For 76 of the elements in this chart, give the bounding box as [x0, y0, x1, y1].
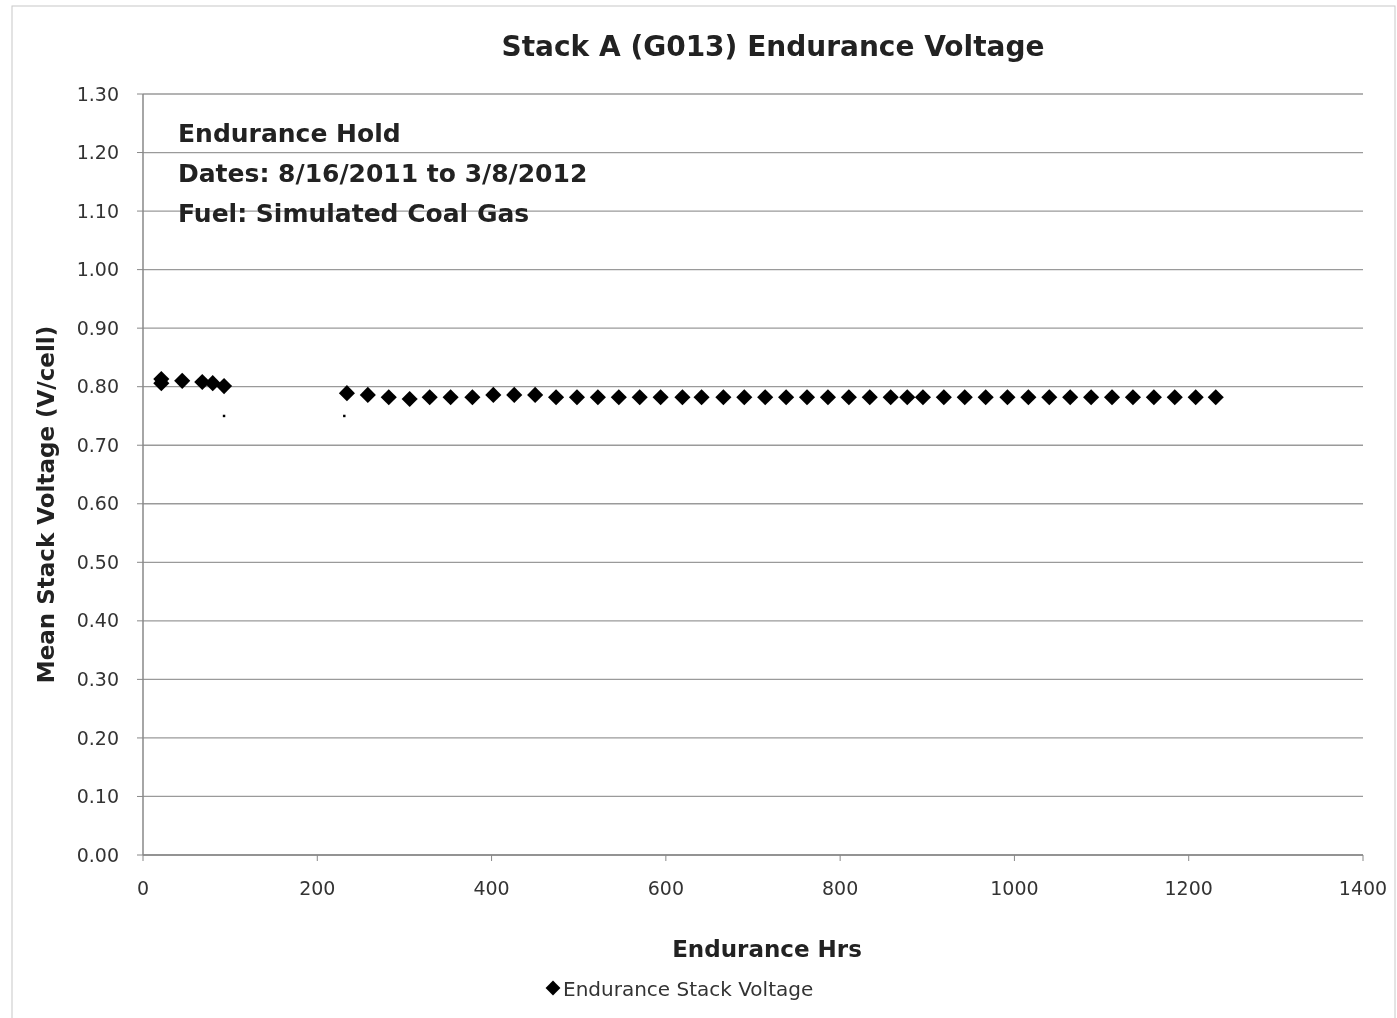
- point: [1062, 389, 1079, 406]
- y-axis-title: Mean Stack Voltage (V/cell): [33, 325, 59, 684]
- chart-title: Stack A (G013) Endurance Voltage: [501, 30, 1045, 63]
- point: [338, 385, 355, 402]
- x-tick-label: 0: [136, 877, 150, 899]
- point: [1103, 389, 1121, 406]
- point: [736, 389, 753, 406]
- point: [442, 389, 459, 406]
- x-tick-label: 200: [299, 877, 336, 899]
- point: [421, 389, 438, 406]
- point: [1020, 389, 1037, 406]
- y-tick-label: 0.00: [76, 843, 119, 866]
- legend-label: Endurance Stack Voltage: [563, 977, 814, 1001]
- point: [343, 414, 346, 418]
- point: [757, 389, 774, 406]
- point: [1041, 389, 1058, 406]
- x-tick-label: 1000: [990, 877, 1039, 899]
- point: [861, 389, 878, 406]
- point: [819, 389, 837, 406]
- x-tick-label: 1400: [1338, 877, 1388, 899]
- point: [882, 389, 899, 406]
- point: [693, 389, 710, 406]
- point: [589, 389, 606, 406]
- point: [568, 389, 586, 406]
- point: [1166, 389, 1183, 406]
- point: [798, 389, 816, 406]
- point: [999, 389, 1016, 406]
- y-tick-label: 0.50: [76, 550, 119, 573]
- point: [1124, 389, 1142, 406]
- point: [674, 389, 691, 406]
- point: [359, 386, 376, 403]
- y-tick-label: 1.30: [76, 82, 119, 105]
- x-tick-label: 400: [473, 877, 510, 899]
- y-tick-label: 1.00: [76, 258, 119, 281]
- x-tick-label: 1200: [1164, 877, 1213, 899]
- point: [778, 389, 795, 406]
- point: [485, 386, 502, 403]
- y-tick-label: 0.30: [76, 668, 119, 691]
- x-tick-label: 800: [822, 877, 859, 899]
- point: [1207, 389, 1224, 406]
- point: [715, 389, 732, 406]
- point: [914, 389, 931, 406]
- point: [506, 386, 523, 403]
- y-tick-label: 0.10: [76, 785, 119, 808]
- y-tick-label: 0.60: [76, 492, 119, 515]
- annotation: Fuel: Simulated Coal Gas: [178, 199, 530, 228]
- point: [215, 378, 233, 395]
- point: [956, 389, 973, 406]
- point: [380, 389, 397, 406]
- y-tick-label: 0.20: [76, 726, 119, 749]
- point: [977, 389, 994, 406]
- point: [652, 389, 669, 406]
- point: [840, 389, 857, 406]
- y-tick-label: 0.80: [76, 375, 119, 398]
- y-tick-label: 0.90: [76, 316, 119, 339]
- x-tick-label: 600: [647, 877, 684, 899]
- x-axis-title: Endurance Hrs: [672, 936, 862, 962]
- y-tick-label: 1.10: [76, 199, 119, 222]
- y-tick-label: 1.20: [76, 141, 119, 164]
- point: [899, 389, 916, 406]
- point: [1187, 389, 1204, 406]
- annotation: Endurance Hold: [178, 119, 401, 148]
- point: [401, 390, 418, 408]
- point: [631, 389, 648, 406]
- point: [464, 389, 481, 406]
- point: [610, 389, 627, 406]
- y-tick-label: 0.70: [76, 433, 119, 456]
- point: [174, 372, 191, 389]
- point: [204, 375, 221, 392]
- point: [935, 389, 952, 406]
- point: [1145, 389, 1162, 406]
- y-tick-label: 0.40: [76, 609, 119, 632]
- point: [547, 389, 565, 406]
- point: [1083, 389, 1100, 406]
- point: [527, 386, 544, 403]
- annotation: Dates: 8/16/2011 to 3/8/2012: [178, 159, 588, 188]
